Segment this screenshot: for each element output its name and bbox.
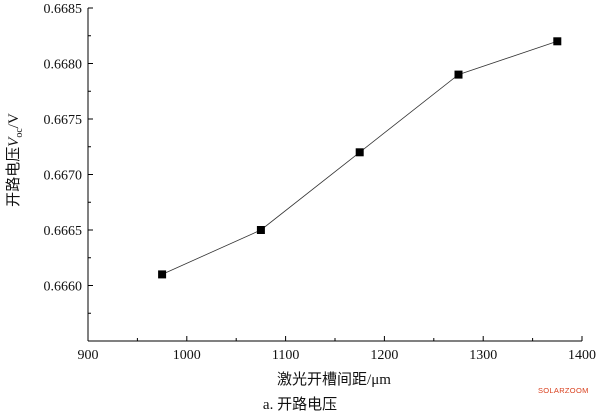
x-tick-label: 1200: [370, 348, 398, 363]
data-point-marker: [256, 226, 265, 234]
data-point-marker: [158, 270, 167, 279]
ticks: 900 1000 1100 1200 1300 1400 0.6660 0.6665 0.667…: [44, 2, 597, 363]
data-point-marker: [553, 37, 562, 46]
y-axis-label: 开路电压Voc/V: [5, 113, 25, 207]
series: [158, 37, 562, 279]
y-tick-label: 0.6660: [44, 280, 83, 295]
figure-caption: a. 开路电压: [263, 396, 337, 413]
data-point-marker: [355, 148, 364, 157]
x-tick-label: 1100: [272, 348, 299, 363]
y-axis-label-suffix: /V: [6, 113, 22, 128]
y-axis-label-variable: V: [6, 136, 22, 147]
y-tick-label: 0.6675: [44, 113, 83, 128]
x-tick-label: 1300: [469, 348, 497, 363]
y-tick-label: 0.6685: [44, 2, 83, 17]
y-tick-label: 0.6665: [44, 224, 83, 239]
x-tick-label: 900: [78, 348, 99, 363]
series-line: [161, 40, 558, 275]
x-tick-label: 1000: [173, 348, 201, 363]
y-axis-label-prefix: 开路电压: [5, 147, 22, 207]
x-axis-label: 激光开槽间距/μm: [277, 371, 391, 388]
y-tick-label: 0.6670: [44, 169, 83, 184]
watermark: SOLARZOOM: [538, 386, 589, 395]
y-axis-label-subscript: oc: [14, 128, 25, 138]
data-point-marker: [454, 70, 463, 79]
x-tick-label: 1400: [568, 348, 596, 363]
y-tick-label: 0.6680: [44, 58, 83, 73]
